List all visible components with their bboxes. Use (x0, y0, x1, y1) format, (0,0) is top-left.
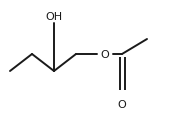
Text: O: O (101, 50, 109, 59)
Text: O: O (118, 99, 126, 109)
Text: OH: OH (45, 12, 63, 22)
